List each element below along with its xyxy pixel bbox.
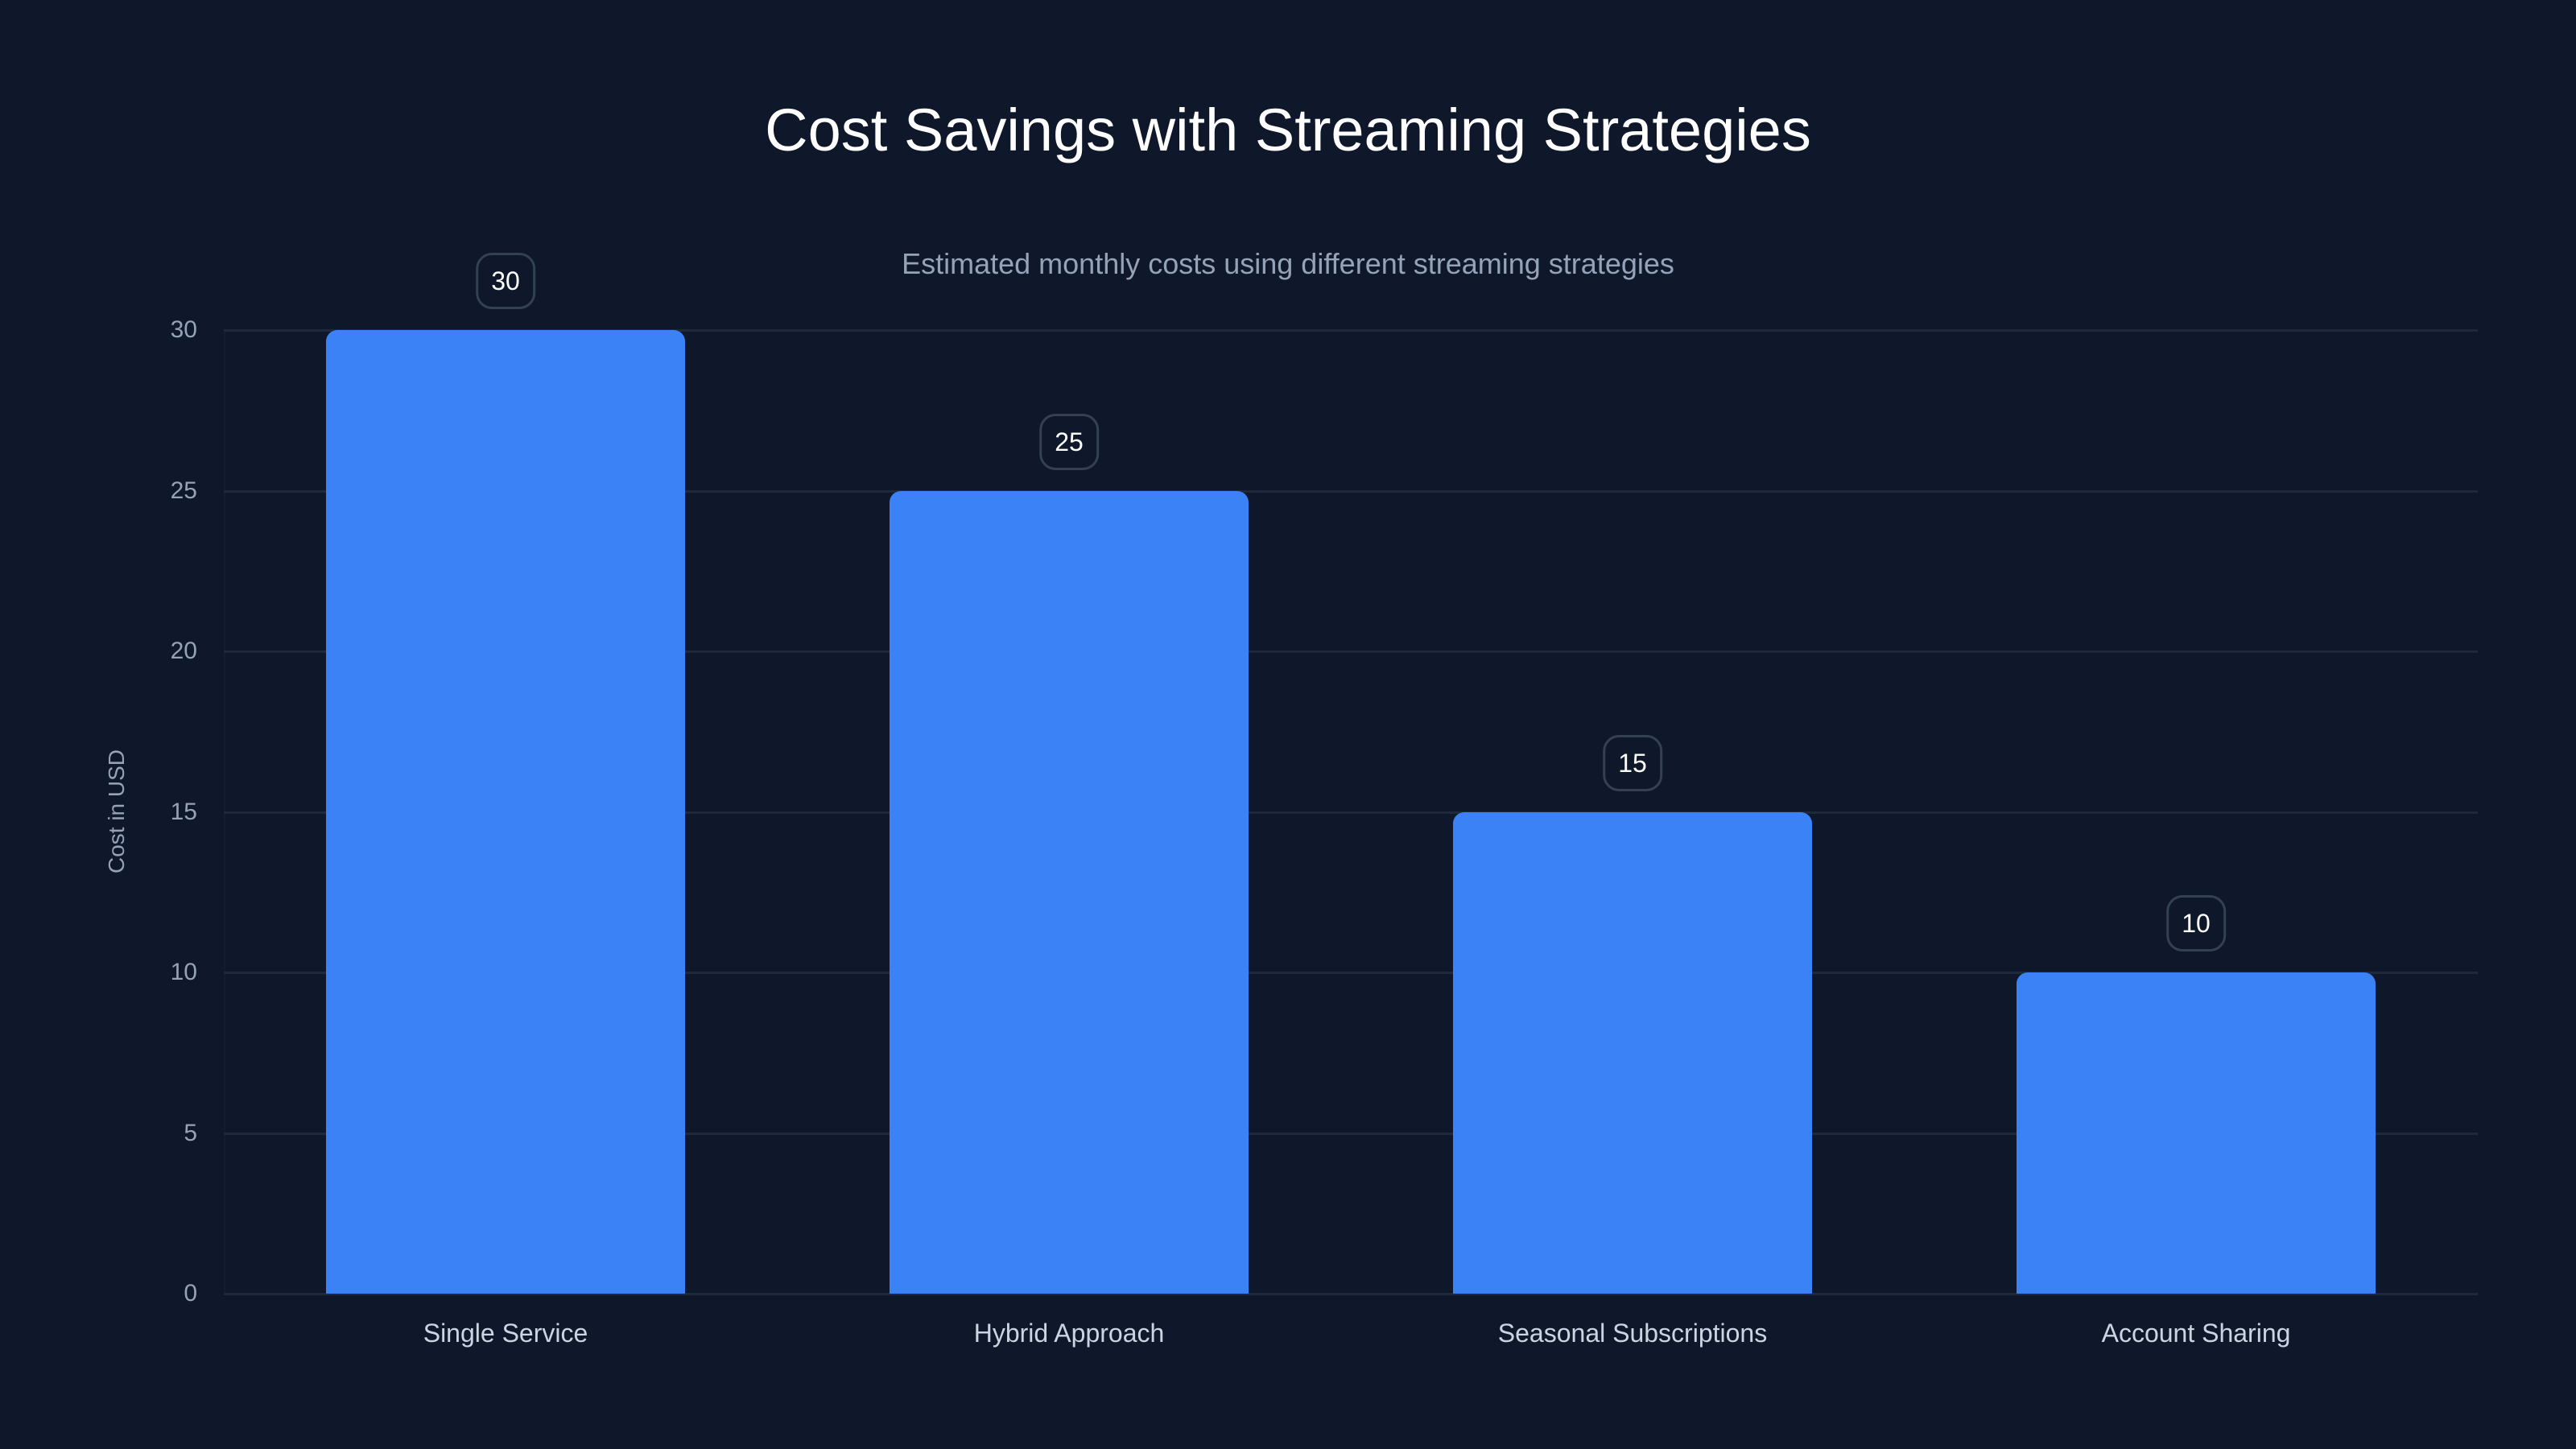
gridline: [224, 489, 2478, 493]
data-label-badge: 10: [2166, 895, 2226, 952]
gridline: [224, 972, 2478, 974]
x-tick-label: Hybrid Approach: [973, 1319, 1165, 1348]
y-tick-label: 15: [170, 798, 197, 825]
y-tick-label: 5: [184, 1119, 197, 1146]
y-axis-label: Cost in USD: [104, 749, 129, 874]
y-tick-label: 20: [170, 638, 197, 664]
y-tick-label: 25: [170, 477, 197, 504]
plot-area: 0 5 10 15 20 25 30 30 25 15 10: [171, 253, 2478, 1307]
chart-title: Cost Savings with Streaming Strategies: [765, 97, 1811, 163]
bar[interactable]: [2017, 972, 2376, 1294]
data-label-badge: 30: [476, 253, 535, 309]
bar[interactable]: [1453, 811, 1812, 1294]
bar[interactable]: [326, 330, 685, 1294]
x-tick-label: Seasonal Subscriptions: [1497, 1319, 1768, 1348]
gridline: [224, 650, 2478, 653]
bar[interactable]: [890, 490, 1249, 1294]
y-tick-label: 0: [184, 1280, 197, 1307]
gridline: [224, 1132, 2478, 1135]
y-tick-label: 30: [170, 316, 197, 343]
x-tick-label: Single Service: [423, 1319, 588, 1348]
x-tick-label: Account Sharing: [2101, 1319, 2291, 1348]
gridline: [224, 811, 2478, 814]
data-label-badge: 25: [1039, 413, 1099, 470]
gridline: [224, 329, 2478, 332]
chart-subtitle: Estimated monthly costs using different …: [902, 247, 1674, 280]
data-label-badge: 15: [1603, 734, 1662, 791]
gridline: [224, 1293, 2478, 1295]
y-tick-label: 10: [170, 959, 197, 985]
